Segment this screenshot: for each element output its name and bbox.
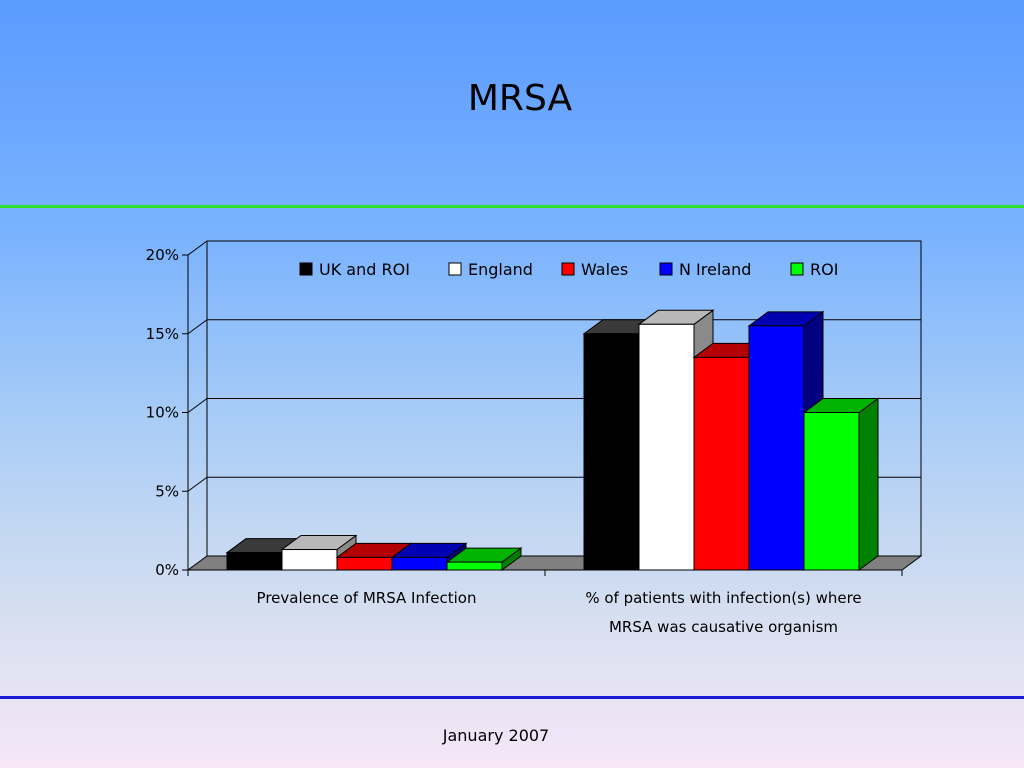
- bar-front: [583, 333, 640, 571]
- y-tick-label: 5%: [155, 482, 179, 500]
- slide-title: MRSA: [467, 78, 573, 119]
- legend-label: England: [468, 260, 533, 279]
- legend-swatch: [448, 262, 462, 276]
- legend-swatch: [790, 262, 804, 276]
- gridline-diagonal: [187, 240, 208, 256]
- gridline-diagonal: [187, 398, 208, 413]
- bar-front: [226, 552, 283, 571]
- x-category-label: Prevalence of MRSA Infection: [257, 589, 477, 607]
- bar-front: [748, 325, 805, 571]
- legend-swatch: [659, 262, 673, 276]
- title-divider: [0, 205, 1024, 208]
- legend-label: N Ireland: [679, 260, 751, 279]
- bar-front: [803, 412, 860, 571]
- gridline-diagonal: [187, 476, 208, 492]
- bar-roi: [802, 397, 880, 571]
- bar-front: [638, 323, 695, 571]
- legend-swatch: [561, 262, 575, 276]
- legend-swatch: [299, 262, 313, 276]
- legend-label: Wales: [581, 260, 628, 279]
- y-tick-label: 15%: [146, 325, 179, 343]
- bar-roi: [445, 547, 523, 571]
- bar-side: [858, 397, 879, 571]
- x-category-label: % of patients with infection(s) where: [585, 589, 861, 607]
- legend-label: UK and ROI: [319, 260, 410, 279]
- bar-front: [446, 561, 503, 571]
- y-tick-label: 0%: [155, 561, 179, 579]
- legend-label: ROI: [810, 260, 838, 279]
- bar-front: [336, 556, 393, 571]
- bar-front: [391, 556, 448, 571]
- gridline-diagonal: [187, 319, 208, 335]
- y-tick-label: 10%: [146, 404, 179, 422]
- footer-divider: [0, 696, 1024, 699]
- footer-date: January 2007: [442, 726, 550, 745]
- y-tick-label: 20%: [146, 246, 179, 264]
- bar-front: [693, 356, 750, 571]
- x-category-label: MRSA was causative organism: [609, 618, 838, 636]
- bar-front: [281, 549, 338, 571]
